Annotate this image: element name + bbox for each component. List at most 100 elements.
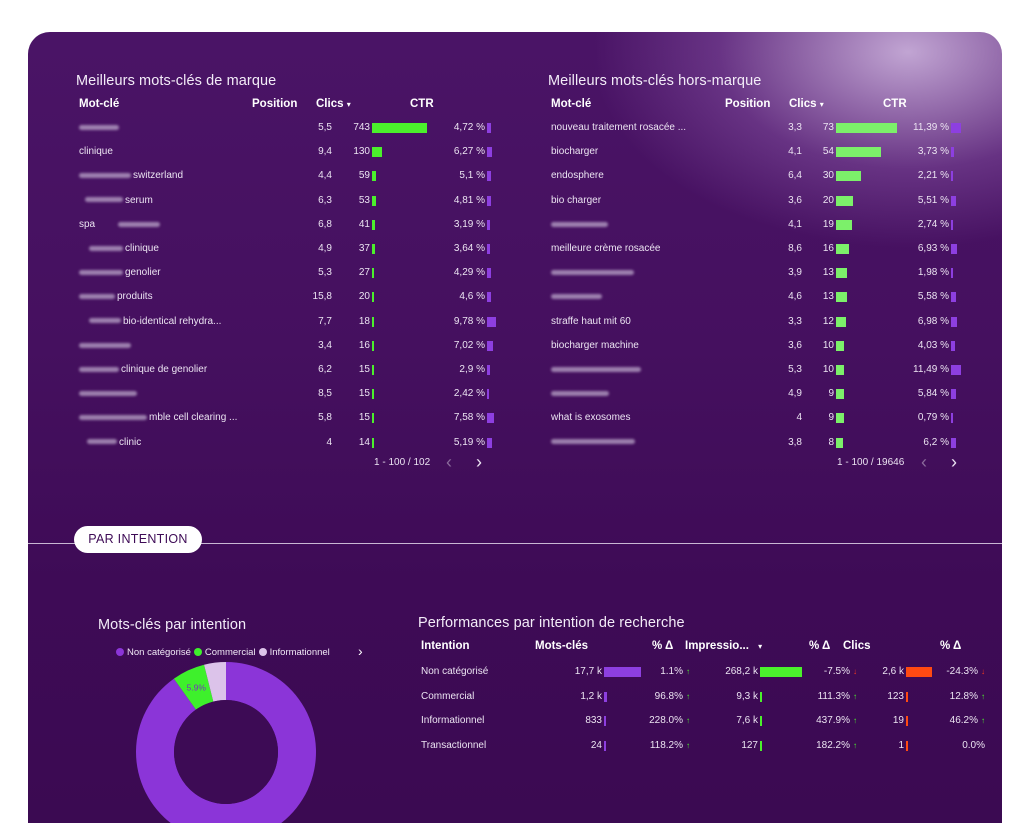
donut-slice-non-categorise[interactable]	[136, 662, 316, 823]
column-header-ctr[interactable]: CTR	[410, 98, 434, 110]
position-cell: 9,4	[318, 146, 332, 158]
keyword-text: clinique de genolier	[121, 364, 208, 375]
keyword-text: switzerland	[133, 170, 184, 182]
table-row[interactable]: biocharger machine 3,6 10 4,03 %	[548, 338, 968, 354]
table-row[interactable]: spa 6,8 41 3,19 %	[76, 217, 490, 233]
clicks-bar	[372, 340, 374, 351]
nonbrand-keywords-table: Mot-clé Position Clics ▾ CTR nouveau tra…	[548, 98, 968, 478]
table-row[interactable]: clinique de genolier 6,2 15 2,9 %	[76, 362, 490, 378]
keyword-cell: mble cell clearing ...	[79, 410, 237, 426]
redacted-text	[79, 124, 119, 130]
column-header-intent[interactable]: Intention	[421, 640, 470, 652]
arrow-down-icon: ↓	[981, 667, 985, 676]
donut-data-label: 5.9%	[187, 683, 207, 693]
ctr-cell: 2,42 %	[453, 388, 485, 400]
clicks-bar	[906, 667, 932, 677]
table-row[interactable]: 4,1 19 2,74 %	[548, 217, 968, 233]
table-row[interactable]: straffe haut mit 60 3,3 12 6,98 %	[548, 314, 968, 330]
column-header-position[interactable]: Position	[725, 98, 771, 110]
chevron-left-icon[interactable]: ‹	[921, 452, 927, 472]
table-row[interactable]: biocharger 4,1 54 3,73 %	[548, 144, 968, 160]
clicks-cell: 54	[822, 146, 834, 158]
column-header-clicks[interactable]: Clics ▾	[316, 98, 351, 110]
table-row[interactable]: bio-identical rehydra... 7,7 18 9,78 %	[76, 314, 496, 330]
caret-right-icon[interactable]: ›	[358, 643, 363, 659]
table-row[interactable]: Commercial 1,2 k 96.8% ↑ 9,3 k 111.3% ↑ 123 12.8…	[418, 689, 985, 705]
table-row[interactable]: Transactionnel 24 118.2% ↑ 127 182.2% ↑ 1 0.0%	[418, 738, 985, 754]
table-row[interactable]: clinic 4 14 5,19 %	[76, 435, 492, 451]
column-header-position[interactable]: Position	[252, 98, 298, 110]
clicks-cell: 53	[358, 194, 370, 206]
donut-slice-informationnel[interactable]	[204, 662, 226, 702]
intent-cell: Transactionnel	[421, 739, 487, 751]
table-row[interactable]: genolier 5,3 27 4,29 %	[76, 265, 491, 281]
section-pill-par-intention[interactable]: PAR INTENTION	[74, 526, 202, 553]
column-header-keywords[interactable]: Mots-clés	[535, 640, 589, 652]
table-row[interactable]: 4,9 9 5,84 %	[548, 386, 968, 402]
table-row[interactable]: 4,6 13 5,58 %	[548, 289, 968, 305]
redacted-text	[551, 391, 609, 397]
column-header-clicks[interactable]: Clics	[843, 640, 871, 652]
clicks-bar	[372, 365, 374, 375]
table-row[interactable]: mble cell clearing ... 5,8 15 7,58 %	[76, 410, 494, 426]
column-header-kw-delta[interactable]: % Δ	[652, 640, 674, 652]
column-header-cl-delta[interactable]: % Δ	[940, 640, 962, 652]
column-header-ctr[interactable]: CTR	[883, 98, 907, 110]
table-row[interactable]: meilleure crème rosacée 8,6 16 6,93 %	[548, 241, 968, 257]
keyword-cell	[551, 435, 635, 451]
ctr-bar	[487, 292, 491, 303]
clicks-bar	[906, 691, 908, 702]
table-row[interactable]: switzerland 4,4 59 5,1 %	[76, 168, 492, 184]
ctr-bar	[951, 219, 954, 230]
table-row[interactable]: Non catégorisé 17,7 k 1.1% ↑ 268,2 k -7.5% ↓ 2,…	[418, 664, 985, 680]
ctr-bar	[487, 340, 494, 351]
legend-item[interactable]: Commercial	[193, 647, 256, 658]
ctr-cell: 4,81 %	[453, 194, 485, 206]
table-row[interactable]: nouveau traitement rosacée ... 3,3 73 11,39…	[548, 120, 968, 136]
arrow-down-icon: ↓	[853, 667, 857, 676]
table-row[interactable]: bio charger 3,6 20 5,51 %	[548, 193, 968, 209]
legend-swatch	[116, 648, 124, 656]
table-row[interactable]: Informationnel 833 228.0% ↑ 7,6 k 437.9% ↑ 19 46…	[418, 713, 985, 729]
position-cell: 3,3	[788, 122, 802, 133]
column-header-keyword[interactable]: Mot-clé	[551, 98, 592, 110]
ctr-bar	[951, 316, 958, 327]
table-row[interactable]: what is exosomes 4 9 0,79 %	[548, 410, 968, 426]
column-header-impressions[interactable]: Impressio... ▾	[685, 640, 763, 652]
table-row[interactable]: clinique 9,4 130 6,27 %	[76, 144, 493, 160]
position-cell: 5,8	[318, 412, 332, 424]
column-header-keyword[interactable]: Mot-clé	[79, 98, 120, 110]
table-row[interactable]: serum 6,3 53 4,81 %	[76, 193, 492, 209]
keyword-text: clinique	[125, 243, 159, 254]
legend-item[interactable]: Informationnel	[258, 647, 330, 658]
keywords-cell: 833	[585, 715, 602, 726]
table-row[interactable]: 8,5 15 2,42 %	[76, 386, 490, 402]
table-row[interactable]: produits 15,8 20 4,6 %	[76, 289, 491, 305]
ctr-cell: 5,1 %	[459, 170, 485, 182]
redacted-text	[117, 221, 160, 227]
keyword-cell: clinic	[79, 435, 141, 451]
chevron-left-icon[interactable]: ‹	[446, 452, 452, 472]
table-row[interactable]: endosphere 6,4 30 2,21 %	[548, 168, 968, 184]
intent-chart-title: Mots-clés par intention	[98, 617, 247, 633]
table-row[interactable]: clinique 4,9 37 3,64 %	[76, 241, 491, 257]
clicks-bar	[372, 195, 376, 206]
clicks-cell: 2,6 k	[882, 666, 904, 677]
chevron-right-icon[interactable]: ›	[951, 452, 957, 472]
donut-slice-commercial[interactable]	[173, 664, 214, 710]
chevron-right-icon[interactable]: ›	[476, 452, 482, 472]
table-row[interactable]: 5,5 743 4,72 %	[76, 120, 492, 136]
redacted-text	[551, 270, 634, 276]
column-header-clicks[interactable]: Clics ▾	[789, 98, 824, 110]
legend-item[interactable]: Non catégorisé	[116, 647, 191, 658]
table-row[interactable]: 3,8 8 6,2 %	[548, 435, 968, 451]
clicks-bar	[836, 365, 845, 375]
clicks-cell: 10	[822, 339, 834, 351]
clicks-bar	[906, 716, 908, 726]
column-header-imp-delta[interactable]: % Δ	[809, 640, 831, 652]
ctr-cell: 7,02 %	[453, 339, 485, 351]
table-row[interactable]: 3,4 16 7,02 %	[76, 338, 494, 354]
table-row[interactable]: 3,9 13 1,98 %	[548, 265, 968, 281]
table-row[interactable]: 5,3 10 11,49 %	[548, 362, 968, 378]
position-cell: 5,3	[318, 267, 332, 279]
